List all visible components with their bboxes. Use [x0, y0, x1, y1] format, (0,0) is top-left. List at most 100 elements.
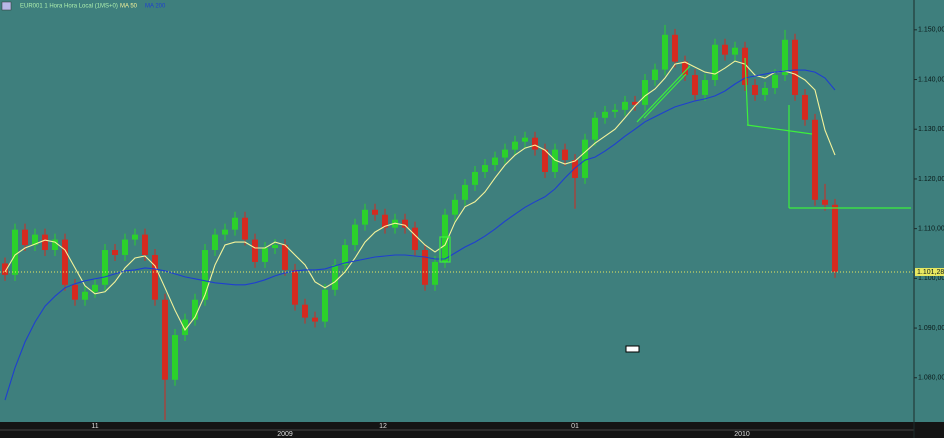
moving-average — [4, 60, 836, 332]
candle-body — [822, 199, 828, 205]
last-price-box — [915, 267, 944, 276]
candle-body — [542, 149, 548, 172]
x-year-label: 2009 — [277, 431, 293, 438]
marks — [2, 24, 838, 421]
candle-body — [52, 239, 58, 251]
moving-average — [4, 69, 836, 401]
candle-body — [492, 157, 498, 166]
candle-body — [72, 284, 78, 300]
trend-line — [746, 124, 813, 135]
candle-body — [152, 254, 158, 300]
x-tick-label: 01 — [571, 423, 579, 430]
trend-line — [636, 65, 691, 123]
candle-body — [142, 234, 148, 255]
candle-body — [752, 84, 758, 95]
legend-entry: MA 200 — [145, 4, 166, 10]
candle-body — [182, 319, 188, 336]
candle-body — [652, 69, 658, 81]
y-tick-label: 1.090,00 — [918, 325, 944, 332]
candle-body — [472, 171, 478, 185]
candle-body — [452, 199, 458, 215]
candle-body — [282, 245, 288, 270]
y-tick-label: 1.150,00 — [918, 27, 944, 34]
candle-body — [362, 209, 368, 225]
candle-body — [292, 269, 298, 305]
candle-body — [272, 245, 278, 249]
x-tick-label: 11 — [91, 423, 98, 430]
candle-body — [792, 39, 798, 95]
candle-body — [722, 44, 728, 55]
candle-body — [122, 239, 128, 255]
candle-body — [172, 335, 178, 380]
candle-body — [522, 137, 528, 142]
candle-body — [312, 317, 318, 322]
candle-body — [832, 204, 838, 272]
candle-body — [422, 250, 428, 285]
candle-body — [502, 149, 508, 158]
candle-body — [682, 61, 688, 76]
marker-box — [625, 345, 640, 353]
trend-line — [643, 73, 687, 119]
candle-body — [382, 214, 388, 228]
candle-body — [132, 234, 138, 240]
x-tick-label: 12 — [379, 423, 387, 430]
candle-body — [702, 80, 708, 95]
candle-body — [332, 264, 338, 290]
candle-body — [712, 44, 718, 81]
candle-body — [802, 94, 808, 120]
candle-body — [442, 214, 448, 262]
chart-title: EUR001 1 Hora Hora Local (1MS+0) — [20, 4, 118, 10]
candle-body — [82, 291, 88, 300]
candle-body — [302, 304, 308, 318]
candle-body — [772, 75, 778, 88]
candle-body — [42, 234, 48, 251]
candle-body — [592, 117, 598, 140]
candle-body — [812, 119, 818, 200]
candle-body — [462, 184, 468, 200]
candle-body — [342, 245, 348, 265]
candle-body — [102, 250, 108, 285]
candle-body — [242, 217, 248, 240]
candle-body — [112, 250, 118, 255]
candle-body — [2, 263, 8, 275]
candle-body — [192, 299, 198, 320]
candle-body — [252, 239, 258, 262]
candle-body — [762, 87, 768, 95]
candle-body — [532, 137, 538, 150]
candle-body — [612, 109, 618, 112]
candle-body — [732, 47, 738, 55]
candle-body — [212, 234, 218, 251]
y-tick-label: 1.130,00 — [918, 126, 944, 133]
candle-body — [22, 229, 28, 246]
candle-body — [92, 284, 98, 292]
candle-body — [32, 234, 38, 246]
legend-entry: MA 50 — [120, 4, 138, 10]
drawings — [439, 57, 911, 263]
x-year-label: 2010 — [734, 431, 750, 438]
candle-body — [222, 229, 228, 235]
last-price-label: 1.101,28 — [917, 269, 944, 276]
candle-body — [672, 34, 678, 62]
candle-body — [692, 75, 698, 95]
highlight-box — [439, 236, 451, 263]
candle-body — [782, 39, 788, 76]
candle-body — [372, 209, 378, 215]
candle-body — [412, 227, 418, 251]
candle-body — [322, 289, 328, 322]
candle-body — [62, 239, 68, 285]
candle-body — [562, 149, 568, 161]
candle-body — [12, 229, 18, 275]
logo-icon — [1, 1, 12, 11]
candle-body — [602, 111, 608, 118]
candle-body — [232, 217, 238, 230]
candle-body — [642, 80, 648, 105]
candle-body — [512, 141, 518, 150]
candle-body — [162, 299, 168, 380]
candle-body — [352, 224, 358, 246]
candle-body — [552, 149, 558, 172]
y-tick-label: 1.140,00 — [918, 76, 944, 83]
candle-body — [582, 139, 588, 178]
trend-line — [744, 57, 749, 126]
y-tick-label: 1.100,00 — [918, 275, 944, 282]
